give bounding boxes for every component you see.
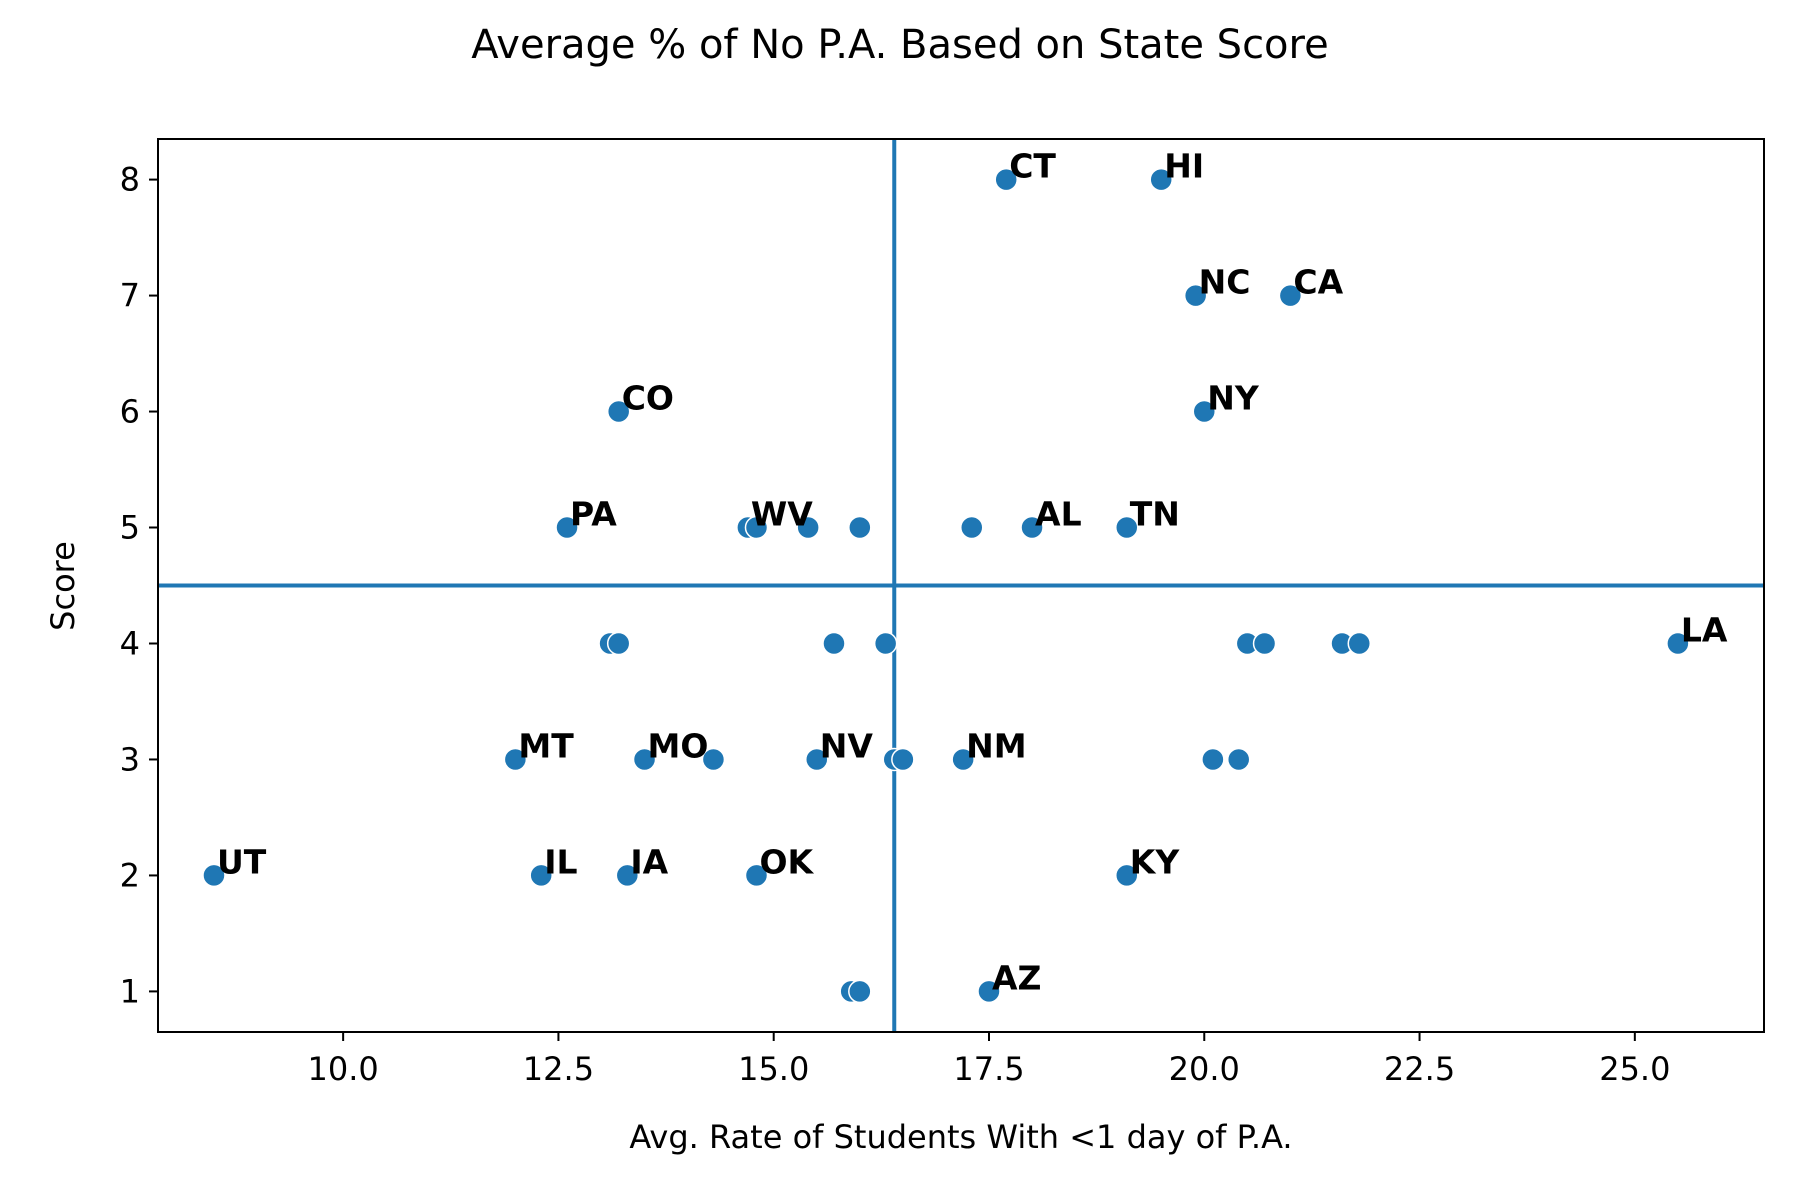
data-point xyxy=(822,631,846,656)
data-point xyxy=(529,863,553,888)
chart-title: Average % of No P.A. Based on State Scor… xyxy=(471,22,1328,68)
data-point xyxy=(1192,399,1217,424)
y-tick-label: 1 xyxy=(120,972,140,1010)
data-point xyxy=(977,979,1001,1004)
data-point xyxy=(873,631,898,656)
point-label: AZ xyxy=(992,958,1041,997)
data-point xyxy=(1278,283,1303,308)
data-point xyxy=(606,399,631,424)
data-point xyxy=(1666,631,1690,656)
x-tick-label: 17.5 xyxy=(953,1050,1024,1088)
data-point xyxy=(503,747,528,772)
data-point xyxy=(805,747,829,772)
point-label: NV xyxy=(820,726,874,765)
point-label: TN xyxy=(1130,495,1180,534)
data-point xyxy=(744,863,769,888)
x-tick-label: 20.0 xyxy=(1169,1050,1240,1088)
data-point xyxy=(891,747,915,772)
point-label: PA xyxy=(570,495,617,534)
point-label: MO xyxy=(648,726,709,765)
point-labels: CT HI NC CA CO NY PA WV AL TN LA MT MO NV NM UT IL IA OK KY… xyxy=(217,147,1728,998)
point-label: UT xyxy=(217,842,267,881)
point-label: WV xyxy=(751,495,813,534)
data-point xyxy=(960,515,984,540)
x-tick-label: 25.0 xyxy=(1599,1050,1670,1088)
data-point xyxy=(1115,515,1139,540)
data-point xyxy=(1201,747,1225,772)
data-point xyxy=(1020,515,1044,540)
data-point xyxy=(555,515,579,540)
y-tick-label: 6 xyxy=(120,393,140,431)
data-point xyxy=(994,167,1018,192)
data-point xyxy=(606,631,631,656)
point-label: HI xyxy=(1164,147,1204,186)
data-point xyxy=(202,863,226,888)
data-point xyxy=(1115,863,1139,888)
point-label: LA xyxy=(1681,610,1728,649)
point-label: NC xyxy=(1199,263,1251,302)
data-point xyxy=(1347,631,1372,656)
x-tick-label: 10.0 xyxy=(308,1050,379,1088)
point-label: KY xyxy=(1130,842,1181,881)
y-tick-label: 7 xyxy=(120,277,140,315)
x-axis-ticks: 10.0 12.5 15.0 17.5 20.0 22.5 25.0 xyxy=(308,1032,1670,1088)
data-point xyxy=(1149,167,1173,192)
point-label: AL xyxy=(1035,495,1082,534)
y-tick-label: 2 xyxy=(120,856,140,894)
y-tick-label: 8 xyxy=(120,161,140,199)
point-label: OK xyxy=(759,842,814,881)
data-point xyxy=(1226,747,1251,772)
data-point xyxy=(1252,631,1277,656)
data-point xyxy=(615,863,640,888)
data-point xyxy=(701,747,726,772)
point-label: NM xyxy=(966,726,1026,765)
data-points xyxy=(202,167,1690,1004)
x-tick-label: 22.5 xyxy=(1384,1050,1455,1088)
x-axis-label: Avg. Rate of Students With <1 day of P.A… xyxy=(629,1118,1292,1156)
x-tick-label: 12.5 xyxy=(523,1050,594,1088)
data-point xyxy=(744,515,769,540)
y-axis-label: Score xyxy=(44,541,82,631)
data-point xyxy=(632,747,657,772)
y-tick-label: 3 xyxy=(120,740,140,778)
point-label: CA xyxy=(1293,263,1343,302)
x-tick-label: 15.0 xyxy=(738,1050,809,1088)
y-axis-ticks: 1 2 3 4 5 6 7 8 xyxy=(120,161,158,1010)
data-point xyxy=(848,979,872,1004)
plot-area-frame xyxy=(157,138,1765,1033)
point-label: CT xyxy=(1009,147,1056,186)
point-label: NY xyxy=(1207,379,1260,418)
data-point xyxy=(796,515,820,540)
point-label: IA xyxy=(630,842,668,881)
data-point xyxy=(848,515,872,540)
data-point xyxy=(1183,283,1208,308)
y-tick-label: 4 xyxy=(120,624,140,662)
reference-lines xyxy=(158,139,1764,1032)
point-label: CO xyxy=(622,379,674,418)
point-label: MT xyxy=(518,726,574,765)
data-point xyxy=(951,747,975,772)
point-label: IL xyxy=(544,842,577,881)
y-tick-label: 5 xyxy=(120,509,140,547)
